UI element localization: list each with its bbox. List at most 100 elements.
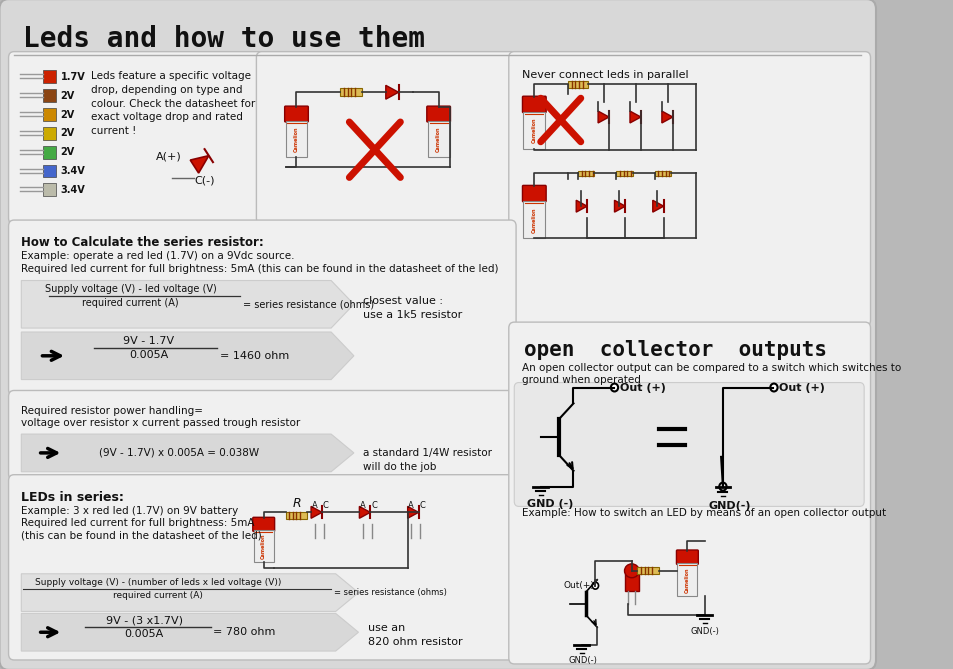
Text: Out (+): Out (+) [779, 383, 824, 393]
Bar [567, 81, 587, 88]
FancyBboxPatch shape [9, 52, 263, 224]
Text: = 780 ohm: = 780 ohm [213, 628, 274, 638]
Text: 2V: 2V [60, 147, 74, 157]
Text: = 1460 ohm: = 1460 ohm [220, 351, 289, 361]
Text: A(+): A(+) [156, 152, 182, 162]
Bar [285, 512, 307, 518]
Bar [43, 183, 56, 196]
Text: 0.005A: 0.005A [125, 630, 164, 640]
Bar [43, 165, 56, 177]
Text: Leds and how to use them: Leds and how to use them [23, 25, 425, 53]
FancyBboxPatch shape [256, 52, 516, 224]
Text: Camelion: Camelion [531, 207, 537, 233]
Polygon shape [21, 434, 354, 472]
Text: (9V - 1.7V) x 0.005A = 0.038W: (9V - 1.7V) x 0.005A = 0.038W [99, 448, 258, 458]
Bar [43, 146, 56, 159]
Text: use an
820 ohm resistor: use an 820 ohm resistor [367, 624, 461, 648]
Text: Required led current for full brightness: 5mA: Required led current for full brightness… [21, 518, 254, 529]
Polygon shape [190, 156, 209, 173]
Bar [578, 171, 594, 177]
Text: Required resistor power handling=: Required resistor power handling= [21, 406, 203, 416]
Polygon shape [21, 332, 354, 379]
Text: GND(-): GND(-) [707, 502, 750, 511]
Text: 3.4V: 3.4V [60, 166, 85, 176]
Text: Camelion: Camelion [261, 534, 266, 559]
Text: C: C [371, 501, 376, 510]
Text: Never connect leds in parallel: Never connect leds in parallel [522, 70, 688, 80]
Text: 9V - 1.7V: 9V - 1.7V [123, 336, 174, 346]
Polygon shape [21, 280, 354, 328]
Polygon shape [21, 613, 358, 651]
FancyBboxPatch shape [522, 185, 545, 202]
Text: 2V: 2V [60, 110, 74, 120]
Text: C: C [419, 501, 425, 510]
Bar [285, 121, 307, 157]
Polygon shape [21, 574, 358, 611]
Polygon shape [629, 111, 640, 123]
Text: C(-): C(-) [194, 175, 214, 185]
Polygon shape [661, 111, 672, 123]
Text: Camelion: Camelion [684, 567, 689, 593]
Text: A: A [312, 501, 317, 510]
FancyBboxPatch shape [676, 550, 698, 565]
Text: Camelion: Camelion [436, 126, 440, 152]
Bar [43, 108, 56, 121]
Text: Camelion: Camelion [531, 118, 537, 143]
Text: = series resistance (ohms): = series resistance (ohms) [334, 588, 446, 597]
Text: Out (+): Out (+) [619, 383, 665, 393]
Bar [637, 567, 659, 574]
Bar [616, 171, 632, 177]
Text: open  collector  outputs: open collector outputs [524, 340, 826, 360]
Polygon shape [407, 506, 418, 518]
Text: voltage over resistor x current passed trough resistor: voltage over resistor x current passed t… [21, 418, 300, 428]
Bar [523, 201, 545, 238]
Text: 2V: 2V [60, 128, 74, 138]
Text: (this can be found in the datasheet of the led): (this can be found in the datasheet of t… [21, 530, 262, 540]
Text: 2V: 2V [60, 91, 74, 101]
Circle shape [592, 582, 598, 589]
Text: 0.005A: 0.005A [129, 350, 169, 360]
Bar [677, 563, 697, 595]
Polygon shape [598, 111, 608, 123]
Text: 1.7V: 1.7V [60, 72, 85, 82]
Bar [340, 88, 362, 96]
FancyBboxPatch shape [508, 322, 870, 664]
FancyBboxPatch shape [9, 391, 516, 480]
Text: Example: How to switch an LED by means of an open collector output: Example: How to switch an LED by means o… [522, 508, 885, 518]
Text: Example: 3 x red led (1.7V) on 9V battery: Example: 3 x red led (1.7V) on 9V batter… [21, 506, 238, 516]
Text: Required led current for full brightness: 5mA (this can be found in the datashee: Required led current for full brightness… [21, 264, 498, 274]
Bar [654, 171, 670, 177]
Text: Camelion: Camelion [294, 126, 298, 152]
Polygon shape [614, 200, 625, 212]
Text: closest value :
use a 1k5 resistor: closest value : use a 1k5 resistor [363, 296, 462, 320]
Text: A: A [408, 501, 414, 510]
Bar [43, 127, 56, 140]
Bar [523, 112, 545, 149]
Text: GND(-): GND(-) [689, 628, 719, 636]
Text: a standard 1/4W resistor
will do the job: a standard 1/4W resistor will do the job [363, 448, 492, 472]
Circle shape [610, 383, 618, 391]
Text: LEDs in series:: LEDs in series: [21, 490, 124, 504]
Text: Leds feature a specific voltage
drop, depending on type and
colour. Check the da: Leds feature a specific voltage drop, de… [91, 72, 255, 136]
Bar [43, 89, 56, 102]
Text: C: C [322, 501, 328, 510]
FancyBboxPatch shape [522, 96, 545, 112]
Text: R: R [292, 497, 300, 510]
Bar [43, 70, 56, 84]
FancyBboxPatch shape [514, 383, 863, 506]
Text: Example: operate a red led (1.7V) on a 9Vdc source.: Example: operate a red led (1.7V) on a 9… [21, 251, 294, 261]
Text: An open collector output can be compared to a switch which switches to: An open collector output can be compared… [522, 363, 901, 373]
Text: Supply voltage (V) - led voltage (V): Supply voltage (V) - led voltage (V) [45, 284, 216, 294]
Circle shape [719, 482, 726, 490]
Text: 9V - (3 x1.7V): 9V - (3 x1.7V) [106, 615, 183, 626]
FancyBboxPatch shape [284, 106, 308, 122]
Polygon shape [576, 200, 586, 212]
Polygon shape [385, 86, 398, 99]
FancyBboxPatch shape [9, 220, 516, 395]
FancyBboxPatch shape [508, 52, 870, 326]
Polygon shape [652, 200, 663, 212]
Bar [427, 121, 449, 157]
FancyBboxPatch shape [0, 0, 875, 669]
FancyBboxPatch shape [9, 475, 516, 660]
Bar [253, 531, 274, 562]
